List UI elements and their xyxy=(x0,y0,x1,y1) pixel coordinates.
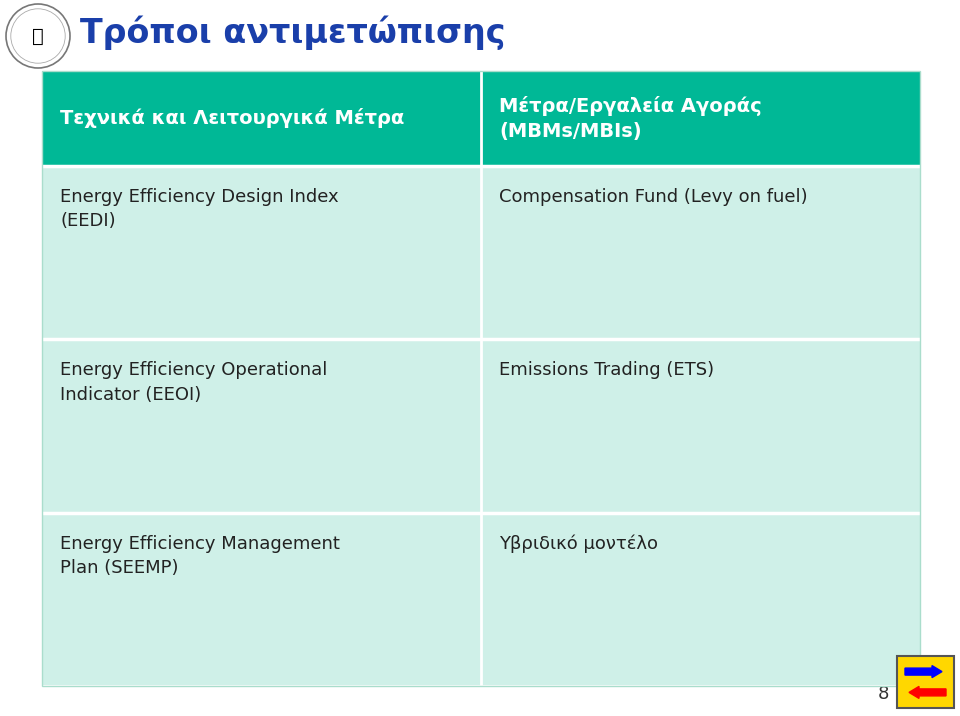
Text: Energy Efficiency Management
Plan (SEEMP): Energy Efficiency Management Plan (SEEMP… xyxy=(60,535,340,577)
FancyArrow shape xyxy=(905,666,942,677)
Bar xyxy=(42,166,481,339)
Bar xyxy=(481,339,920,513)
Bar xyxy=(42,339,481,513)
Text: Υβριδικό μοντέλο: Υβριδικό μοντέλο xyxy=(499,535,658,553)
Bar xyxy=(481,71,920,166)
Text: Τρόποι αντιμετώπισης: Τρόποι αντιμετώπισης xyxy=(80,16,506,50)
Bar xyxy=(42,71,920,686)
Text: Energy Efficiency Operational
Indicator (EEOI): Energy Efficiency Operational Indicator … xyxy=(60,362,327,404)
Bar xyxy=(897,656,954,708)
FancyArrow shape xyxy=(909,687,946,698)
Bar xyxy=(42,513,481,686)
Text: Compensation Fund (Levy on fuel): Compensation Fund (Levy on fuel) xyxy=(499,188,807,206)
Text: Emissions Trading (ETS): Emissions Trading (ETS) xyxy=(499,362,714,379)
Bar xyxy=(481,166,920,339)
Text: Τεχνικά και Λειτουργικά Μέτρα: Τεχνικά και Λειτουργικά Μέτρα xyxy=(60,109,404,128)
Text: Energy Efficiency Design Index
(EEDI): Energy Efficiency Design Index (EEDI) xyxy=(60,188,339,231)
Bar xyxy=(481,513,920,686)
Text: Μέτρα/Εργαλεία Αγοράς
(MBMs/MBIs): Μέτρα/Εργαλεία Αγοράς (MBMs/MBIs) xyxy=(499,96,761,141)
Text: 🏛: 🏛 xyxy=(32,26,44,46)
Text: 8: 8 xyxy=(877,685,889,703)
Bar xyxy=(42,71,481,166)
